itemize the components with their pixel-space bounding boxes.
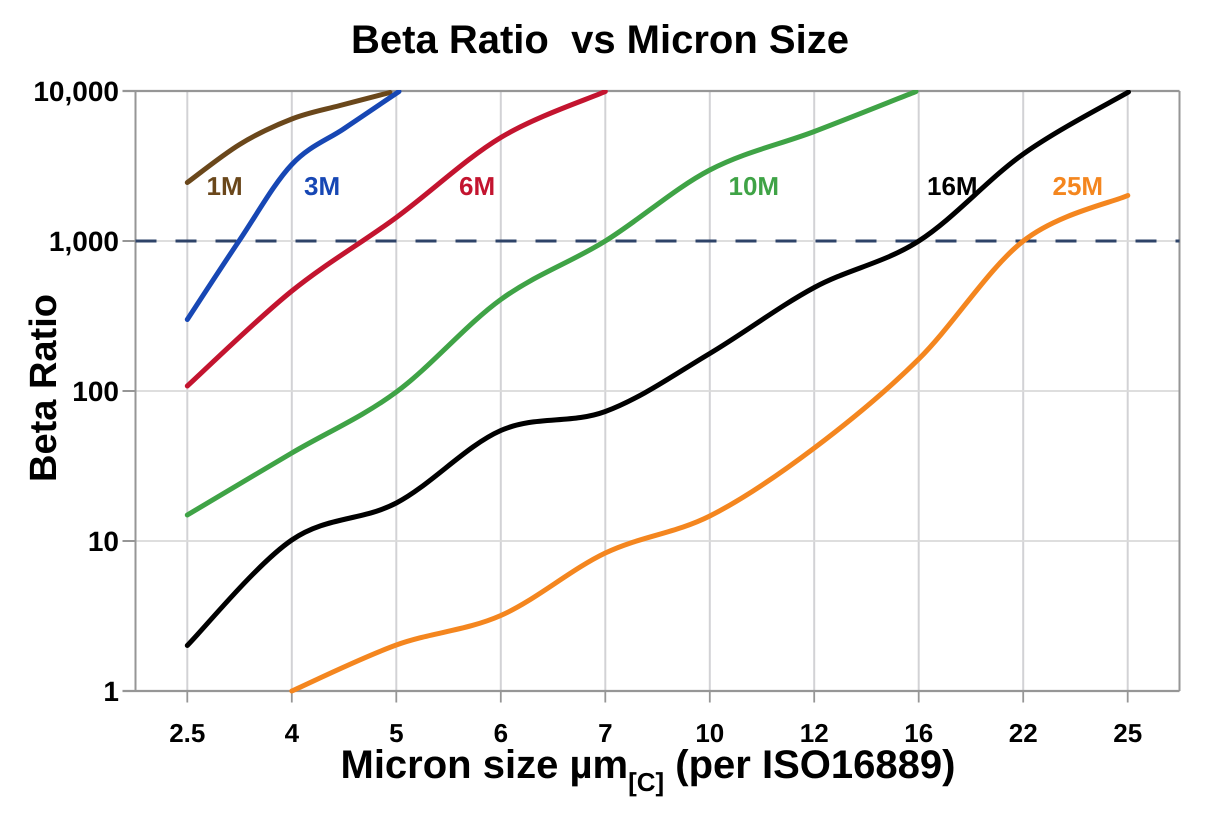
svg-text:6: 6 bbox=[494, 718, 508, 748]
svg-text:1: 1 bbox=[103, 676, 119, 707]
svg-text:1,000: 1,000 bbox=[49, 226, 119, 257]
svg-text:100: 100 bbox=[72, 376, 119, 407]
svg-text:16: 16 bbox=[904, 718, 933, 748]
svg-text:16M: 16M bbox=[927, 171, 978, 201]
svg-text:6M: 6M bbox=[459, 171, 495, 201]
svg-text:10M: 10M bbox=[729, 171, 780, 201]
svg-text:22: 22 bbox=[1009, 718, 1038, 748]
svg-text:4: 4 bbox=[285, 718, 300, 748]
svg-text:Beta Ratio: Beta Ratio bbox=[23, 294, 65, 482]
svg-text:10: 10 bbox=[695, 718, 724, 748]
svg-text:Beta Ratio vs Micron Size: Beta Ratio vs Micron Size bbox=[351, 18, 849, 62]
svg-text:10,000: 10,000 bbox=[33, 76, 119, 107]
svg-text:10: 10 bbox=[88, 526, 119, 557]
svg-text:2.5: 2.5 bbox=[169, 718, 205, 748]
svg-text:1M: 1M bbox=[207, 171, 243, 201]
svg-text:25M: 25M bbox=[1053, 171, 1104, 201]
svg-text:12: 12 bbox=[800, 718, 829, 748]
svg-text:5: 5 bbox=[389, 718, 403, 748]
svg-text:25: 25 bbox=[1113, 718, 1142, 748]
svg-text:3M: 3M bbox=[304, 171, 340, 201]
svg-text:7: 7 bbox=[598, 718, 612, 748]
